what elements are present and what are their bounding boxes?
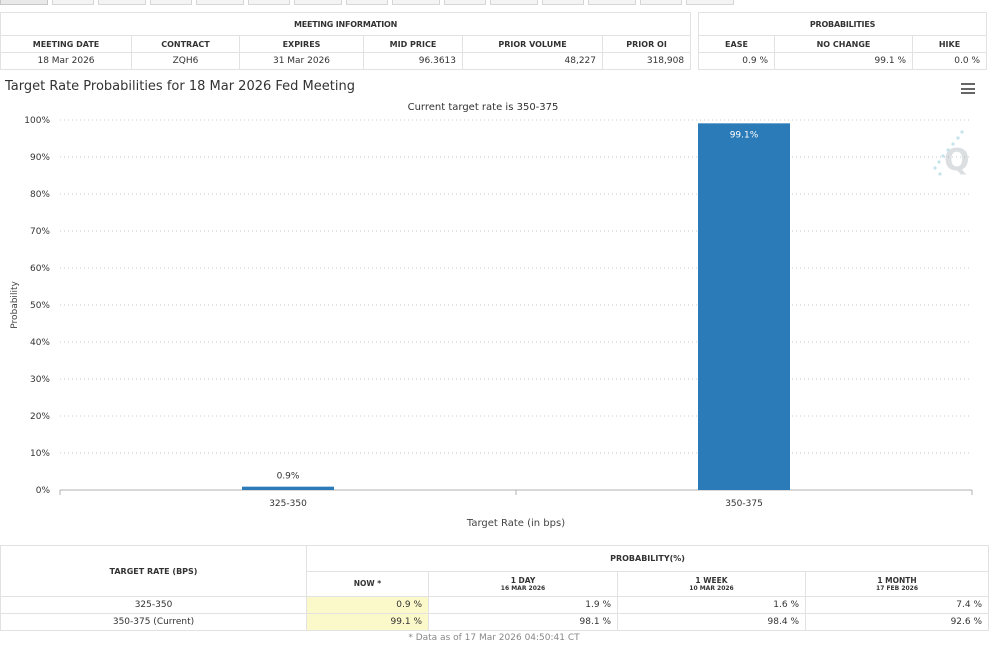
y-tick-label: 70% — [30, 227, 50, 237]
svg-text:Q: Q — [944, 143, 970, 178]
x-tick-label: 325-350 — [269, 499, 307, 509]
tab[interactable] — [444, 0, 486, 5]
col-now-label: NOW * — [353, 579, 382, 589]
now-value: 0.9 % — [306, 596, 429, 614]
col-meeting-date: MEETING DATE — [0, 35, 132, 53]
q-logo-icon: Q — [933, 130, 970, 178]
top-tab-strip — [0, 0, 992, 8]
one-week-value: 1.6 % — [617, 596, 806, 614]
tab[interactable] — [196, 0, 244, 5]
expires-value: 31 Mar 2026 — [239, 52, 364, 70]
tab[interactable] — [150, 0, 192, 5]
probability-header: PROBABILITY(%) — [305, 545, 990, 572]
col-mid-price: MID PRICE — [363, 35, 463, 53]
probabilities-table: PROBABILITIES EASE NO CHANGE HIKE 0.9 % … — [698, 12, 987, 70]
data-label: 99.1% — [730, 130, 759, 140]
col-ease: EASE — [698, 35, 775, 53]
target-rate-probability-table: TARGET RATE (BPS) PROBABILITY(%) NOW * 1… — [0, 545, 990, 631]
tab[interactable] — [640, 0, 682, 5]
now-value: 99.1 % — [306, 613, 429, 631]
col-1-month-label: 1 MONTH — [877, 575, 917, 585]
chart-subtitle: Current target rate is 350-375 — [408, 102, 559, 113]
one-day-value: 1.9 % — [428, 596, 618, 614]
target-rate-header: TARGET RATE (BPS) — [0, 545, 307, 597]
y-tick-label: 80% — [30, 190, 50, 200]
y-tick-label: 50% — [30, 301, 50, 311]
hike-value: 0.0 % — [912, 52, 987, 70]
x-axis-title: Target Rate (in bps) — [466, 518, 565, 529]
col-contract: CONTRACT — [131, 35, 240, 53]
y-tick-label: 20% — [30, 412, 50, 422]
y-axis-title: Probability — [10, 281, 20, 329]
col-1-day: 1 DAY 16 MAR 2026 — [428, 570, 618, 597]
col-prior-oi: PRIOR OI — [601, 35, 692, 53]
y-tick-label: 40% — [30, 338, 50, 348]
contract-value: ZQH6 — [131, 52, 240, 70]
prior-oi-value: 318,908 — [601, 52, 692, 70]
data-label: 0.9% — [277, 472, 300, 482]
tab[interactable] — [490, 0, 538, 5]
col-no-change: NO CHANGE — [774, 35, 913, 53]
mid-price-value: 96.3613 — [363, 52, 463, 70]
col-1-day-date: 16 MAR 2026 — [500, 584, 546, 592]
tab[interactable] — [0, 0, 48, 5]
tab[interactable] — [392, 0, 440, 5]
one-week-value: 98.4 % — [617, 613, 806, 631]
col-1-week: 1 WEEK 10 MAR 2026 — [617, 570, 806, 597]
tab[interactable] — [686, 0, 734, 5]
rate-cell: 325-350 — [0, 596, 307, 614]
tab[interactable] — [588, 0, 636, 5]
y-tick-label: 100% — [24, 116, 50, 126]
meeting-information-header: MEETING INFORMATION — [0, 12, 692, 36]
tab[interactable] — [542, 0, 584, 5]
y-tick-label: 0% — [36, 486, 51, 496]
tab[interactable] — [346, 0, 388, 5]
x-tick-label: 350-375 — [725, 499, 763, 509]
one-month-value: 7.4 % — [804, 596, 990, 614]
chart-title: Target Rate Probabilities for 18 Mar 202… — [5, 79, 355, 94]
one-month-value: 92.6 % — [804, 613, 990, 631]
y-tick-label: 60% — [30, 264, 50, 274]
meeting-date-value: 18 Mar 2026 — [0, 52, 132, 70]
col-1-week-label: 1 WEEK — [695, 575, 728, 585]
prior-volume-value: 48,227 — [462, 52, 603, 70]
probabilities-header: PROBABILITIES — [698, 12, 987, 36]
rate-cell: 350-375 (Current) — [0, 613, 307, 631]
bar-350-375 — [698, 123, 790, 490]
col-1-month-date: 17 FEB 2026 — [876, 584, 919, 592]
ease-value: 0.9 % — [698, 52, 775, 70]
data-timestamp-note: * Data as of 17 Mar 2026 04:50:41 CT — [408, 633, 580, 643]
col-hike: HIKE — [912, 35, 987, 53]
col-1-month: 1 MONTH 17 FEB 2026 — [804, 570, 990, 597]
no-change-value: 99.1 % — [774, 52, 913, 70]
hamburger-menu-icon[interactable] — [961, 83, 975, 94]
col-now: NOW * — [306, 570, 429, 597]
table-row: 325-350 0.9 % 1.9 % 1.6 % 7.4 % — [0, 596, 990, 614]
bar-325-350 — [242, 486, 334, 490]
tab[interactable] — [248, 0, 290, 5]
y-tick-label: 10% — [30, 449, 50, 459]
probability-chart: Current target rate is 350-375 0% 10% 20% 30… — [10, 102, 973, 529]
col-prior-volume: PRIOR VOLUME — [462, 35, 603, 53]
tab[interactable] — [294, 0, 342, 5]
col-1-week-date: 10 MAR 2026 — [689, 584, 734, 592]
y-tick-label: 30% — [30, 375, 50, 385]
y-tick-label: 90% — [30, 153, 50, 163]
tab[interactable] — [98, 0, 146, 5]
col-1-day-label: 1 DAY — [510, 575, 536, 585]
one-day-value: 98.1 % — [428, 613, 618, 631]
table-row: 350-375 (Current) 99.1 % 98.1 % 98.4 % 9… — [0, 613, 990, 631]
meeting-information-table: MEETING INFORMATION MEETING DATE CONTRAC… — [0, 12, 692, 70]
col-expires: EXPIRES — [239, 35, 364, 53]
tab[interactable] — [52, 0, 94, 5]
